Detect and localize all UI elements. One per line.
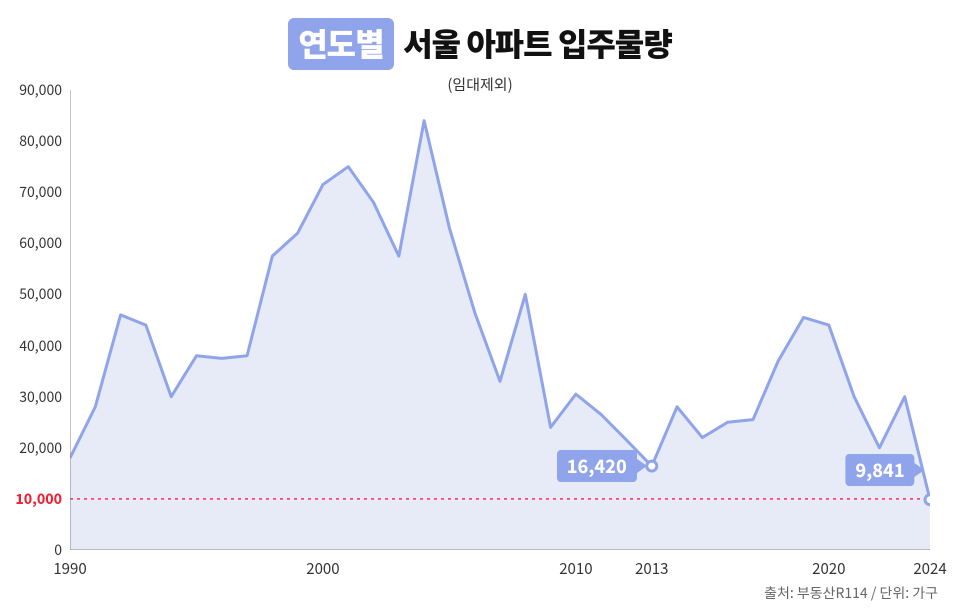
- callout: 16,420: [557, 450, 637, 482]
- data-marker: [925, 495, 930, 505]
- chart-area: 010,00020,00030,00040,00050,00060,00070,…: [70, 90, 930, 550]
- y-tick-label: 0: [54, 540, 62, 560]
- y-tick-label: 90,000: [19, 80, 62, 100]
- title-text: 서울 아파트 입주물량: [403, 20, 672, 66]
- chart-title-block: 연도별 서울 아파트 입주물량 (임대제외): [0, 18, 960, 95]
- x-tick-label: 1990: [53, 558, 86, 579]
- y-tick-label: 80,000: [19, 131, 62, 151]
- source-text: 출처: 부동산R114 / 단위: 가구: [764, 583, 938, 603]
- x-tick-label: 2024: [913, 558, 946, 579]
- y-tick-label: 30,000: [19, 387, 62, 407]
- callout-label: 9,841: [845, 454, 914, 486]
- callout-label: 16,420: [557, 450, 637, 482]
- callout: 9,841: [845, 454, 914, 486]
- callout-pointer-icon: [915, 463, 925, 477]
- callout-pointer-icon: [637, 459, 647, 473]
- data-marker: [647, 461, 657, 471]
- x-tick-label: 2000: [306, 558, 339, 579]
- x-tick-label: 2010: [559, 558, 592, 579]
- y-tick-label: 70,000: [19, 182, 62, 202]
- y-tick-label: 50,000: [19, 284, 62, 304]
- area-chart: [70, 90, 930, 550]
- x-tick-label: 2013: [635, 558, 668, 579]
- x-tick-label: 2020: [812, 558, 845, 579]
- title-badge: 연도별: [288, 18, 393, 70]
- area-fill: [70, 121, 930, 550]
- y-tick-label: 10,000: [15, 489, 62, 509]
- y-tick-label: 20,000: [19, 438, 62, 458]
- y-tick-label: 40,000: [19, 336, 62, 356]
- y-tick-label: 60,000: [19, 233, 62, 253]
